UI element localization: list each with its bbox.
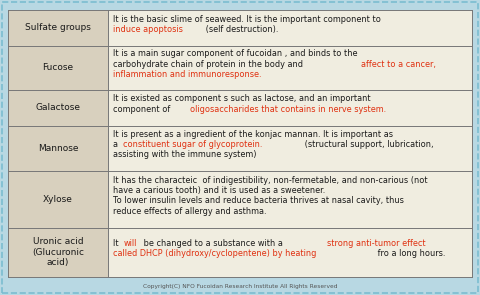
Text: affect to a cancer,: affect to a cancer, bbox=[361, 60, 436, 69]
Text: strong anti-tumor effect: strong anti-tumor effect bbox=[327, 239, 426, 248]
Bar bbox=[108, 89, 472, 125]
Bar bbox=[8, 228, 108, 277]
Text: have a carious tooth) and it is used as a sweetener.: have a carious tooth) and it is used as … bbox=[113, 186, 325, 195]
Bar bbox=[8, 89, 108, 125]
Text: It has the characteic  of indigestibility, non-fermetable, and non-carious (not: It has the characteic of indigestibility… bbox=[113, 176, 427, 185]
Text: It is the basic slime of seaweed. It is the important component to: It is the basic slime of seaweed. It is … bbox=[113, 15, 381, 24]
Bar bbox=[108, 228, 472, 277]
Text: component of: component of bbox=[113, 104, 173, 114]
Text: Xylose: Xylose bbox=[43, 195, 73, 204]
Bar bbox=[8, 10, 108, 46]
Text: Sulfate groups: Sulfate groups bbox=[25, 24, 91, 32]
Bar bbox=[8, 171, 108, 228]
Text: assisting with the immune system): assisting with the immune system) bbox=[113, 150, 256, 159]
Text: a: a bbox=[113, 140, 120, 149]
Bar bbox=[108, 10, 472, 46]
Text: It is a main sugar component of fucoidan , and binds to the: It is a main sugar component of fucoidan… bbox=[113, 50, 357, 58]
Bar bbox=[108, 171, 472, 228]
Text: oligosaccharides that contains in nerve system.: oligosaccharides that contains in nerve … bbox=[190, 104, 386, 114]
Text: Galactose: Galactose bbox=[36, 103, 80, 112]
Text: It is existed as component s such as lactose, and an important: It is existed as component s such as lac… bbox=[113, 94, 371, 103]
Text: To lower insulin levels and reduce bacteria thrives at nasal cavity, thus: To lower insulin levels and reduce bacte… bbox=[113, 196, 404, 205]
Text: Mannose: Mannose bbox=[37, 144, 78, 153]
Text: It is present as a ingredient of the konjac mannan. It is important as: It is present as a ingredient of the kon… bbox=[113, 130, 393, 139]
Text: carbohydrate chain of protein in the body and: carbohydrate chain of protein in the bod… bbox=[113, 60, 305, 69]
Text: Fucose: Fucose bbox=[42, 63, 73, 72]
Text: called DHCP (dihydroxy/cyclopentene) by heating: called DHCP (dihydroxy/cyclopentene) by … bbox=[113, 249, 316, 258]
Text: induce apoptosis: induce apoptosis bbox=[113, 25, 182, 34]
Text: be changed to a substance with a: be changed to a substance with a bbox=[141, 239, 285, 248]
Bar bbox=[108, 125, 472, 171]
Text: (structural support, lubrication,: (structural support, lubrication, bbox=[302, 140, 434, 149]
Text: inflammation and immunoresponse.: inflammation and immunoresponse. bbox=[113, 70, 261, 79]
Bar bbox=[8, 125, 108, 171]
Bar bbox=[108, 46, 472, 89]
Text: Copyright(C) NFO Fucoidan Research Institute All Rights Reserved: Copyright(C) NFO Fucoidan Research Insti… bbox=[143, 284, 337, 289]
Bar bbox=[8, 46, 108, 89]
Text: It: It bbox=[113, 239, 121, 248]
Text: will: will bbox=[123, 239, 137, 248]
Text: fro a long hours.: fro a long hours. bbox=[375, 249, 445, 258]
Text: Uronic acid
(Glucuronic
acid): Uronic acid (Glucuronic acid) bbox=[32, 237, 84, 267]
Text: reduce effects of allergy and asthma.: reduce effects of allergy and asthma. bbox=[113, 206, 266, 216]
Text: constituent sugar of glycoprotein.: constituent sugar of glycoprotein. bbox=[122, 140, 262, 149]
Text: (self destruction).: (self destruction). bbox=[203, 25, 278, 34]
